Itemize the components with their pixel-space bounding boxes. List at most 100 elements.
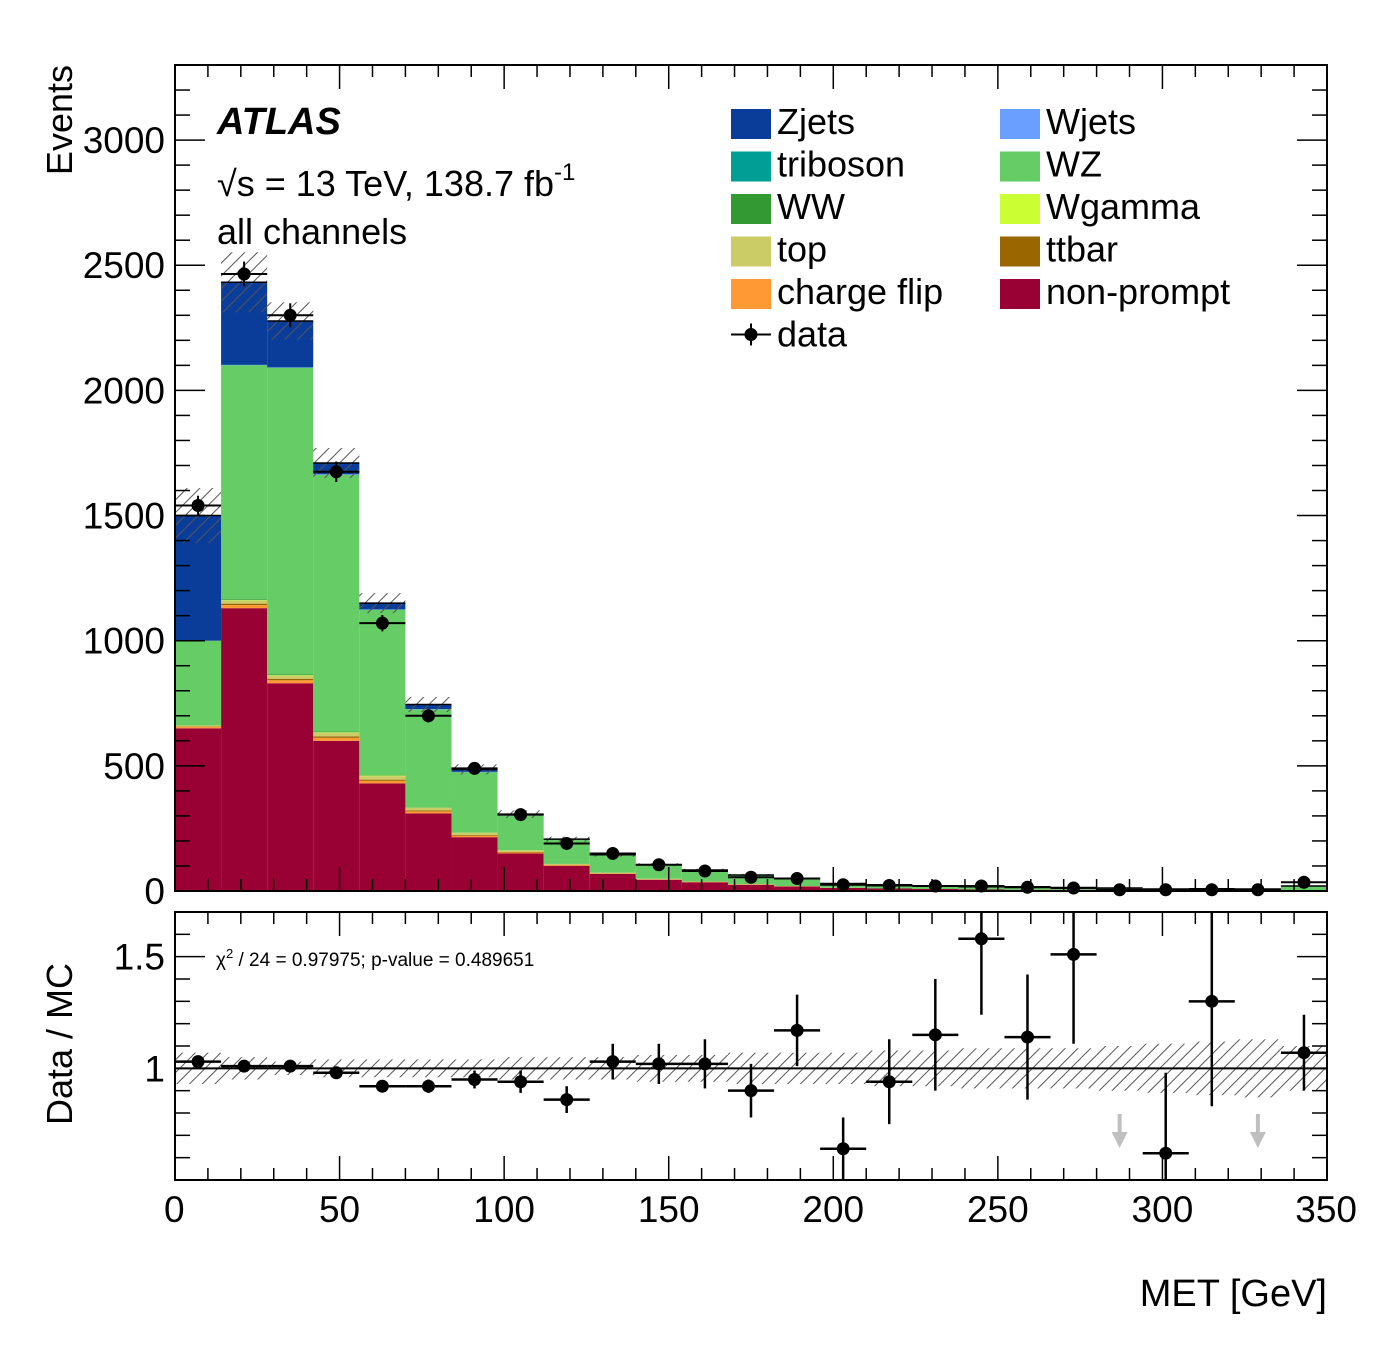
bar-ttbar-1	[221, 603, 268, 606]
data-point-2	[283, 308, 297, 322]
main-plot-frame	[174, 64, 1328, 892]
ratio-point-7	[514, 1075, 528, 1089]
y-tick-label-3000: 3000	[83, 120, 165, 161]
legend-swatch-data-marker	[744, 328, 758, 341]
y-tick-label-500: 500	[103, 746, 165, 787]
legend-swatch-ww	[731, 194, 771, 224]
legend-label-triboson: triboson	[777, 144, 905, 185]
bar-wz-9	[589, 855, 636, 873]
ratio-point-13	[790, 1023, 804, 1037]
ratio-y-tick-labels: 11.5	[114, 937, 165, 1090]
y-axis-title: Events	[39, 65, 80, 175]
bar-wz-0	[175, 640, 222, 726]
off-scale-arrow-head-0	[1111, 1132, 1128, 1148]
bar-wz-5	[405, 709, 452, 808]
bar-top-3	[313, 732, 360, 737]
legend-swatch-wgamma	[1000, 194, 1040, 224]
bar-wz-10	[635, 864, 682, 879]
legend-label-ttbar: ttbar	[1046, 229, 1118, 270]
legend-swatch-wz	[1000, 151, 1040, 182]
legend-label-zjets: Zjets	[777, 101, 855, 142]
x-tick-labels: 0 50 100 150 200 250 300 350	[164, 1189, 1357, 1230]
ratio-point-21	[1205, 994, 1219, 1008]
main-axis-ticks	[174, 64, 1328, 892]
energy-lumi-label: √s = 13 TeV, 138.7 fb-1	[217, 159, 575, 204]
data-point-8	[560, 836, 574, 850]
ratio-point-15	[882, 1075, 896, 1089]
ratio-point-17	[974, 932, 988, 946]
x-tick-label-50: 50	[319, 1189, 360, 1230]
bar-top-4	[359, 776, 406, 780]
bar-non-prompt-9	[589, 873, 636, 891]
legend-label-wz: WZ	[1046, 144, 1102, 185]
bar-charge-flip-4	[359, 780, 406, 784]
bar-non-prompt-11	[681, 882, 728, 891]
data-point-23	[1251, 883, 1265, 897]
bar-non-prompt-1	[221, 608, 268, 891]
bar-non-prompt-13	[774, 886, 821, 891]
bar-charge-flip-9	[589, 873, 636, 874]
bar-top-0	[175, 725, 222, 727]
bar-top-7	[497, 850, 544, 852]
x-tick-label-100: 100	[473, 1189, 535, 1230]
y-tick-label-1000: 1000	[83, 621, 165, 662]
ratio-point-1	[237, 1059, 251, 1073]
main-y-tick-labels: 0 500 1000 1500 2000 2500 3000	[83, 120, 165, 912]
bar-top-6	[451, 832, 498, 835]
data-point-24	[1297, 875, 1311, 889]
y-tick-label-0: 0	[144, 871, 165, 912]
data-point-4	[375, 616, 389, 630]
bar-charge-flip-0	[175, 726, 222, 729]
chi2-text: / 24 = 0.97975; p-value = 0.489651	[233, 950, 534, 971]
ratio-point-4	[375, 1079, 389, 1093]
ratio-y-axis-title: Data / MC	[39, 963, 80, 1125]
y-tick-label-2500: 2500	[83, 245, 165, 286]
bar-ttbar-8	[543, 864, 590, 866]
data-point-7	[514, 808, 528, 822]
bar-charge-flip-7	[497, 852, 544, 854]
bar-non-prompt-8	[543, 865, 590, 891]
bar-ttbar-3	[313, 736, 360, 738]
legend-label-data: data	[777, 314, 848, 355]
data-point-1	[237, 267, 251, 281]
data-point-11	[698, 864, 712, 878]
bar-wgamma-3	[313, 732, 360, 733]
legend-swatch-triboson	[731, 151, 771, 182]
bar-ttbar-2	[267, 678, 314, 681]
bar-ww-2	[267, 674, 314, 676]
bar-non-prompt-6	[451, 837, 498, 891]
legend-label-ww: WW	[777, 186, 845, 227]
ratio-point-11	[698, 1057, 712, 1071]
ratio-point-0	[191, 1055, 205, 1069]
bar-top-9	[589, 872, 636, 874]
legend-swatch-non-prompt	[1000, 279, 1040, 309]
ratio-point-2	[283, 1059, 297, 1073]
chi2-symbol: χ	[216, 950, 226, 971]
x-axis-title: MET [GeV]	[1140, 1273, 1327, 1315]
bar-charge-flip-8	[543, 865, 590, 866]
ratio-point-3	[329, 1066, 343, 1080]
data-point-20	[1113, 883, 1127, 897]
x-tick-label-350: 350	[1295, 1189, 1357, 1230]
data-point-6	[468, 761, 482, 775]
ratio-points	[175, 912, 1327, 1180]
bar-ww-3	[313, 731, 360, 733]
data-point-14	[836, 878, 850, 892]
bar-wz-2	[267, 367, 314, 675]
bar-top-8	[543, 863, 590, 865]
ratio-axis-ticks	[174, 911, 1328, 1181]
ratio-point-10	[652, 1057, 666, 1071]
y-tick-label-2000: 2000	[83, 370, 165, 411]
ratio-point-9	[606, 1055, 620, 1069]
bar-wz-7	[497, 815, 544, 851]
data-point-10	[652, 858, 666, 872]
bar-ww-5	[405, 807, 452, 808]
bar-wz-3	[313, 474, 360, 732]
x-tick-label-300: 300	[1132, 1189, 1194, 1230]
bar-ttbar-5	[405, 810, 452, 812]
off-scale-arrow-head-1	[1249, 1132, 1266, 1148]
data-point-19	[1067, 881, 1081, 895]
bar-non-prompt-4	[359, 783, 406, 891]
